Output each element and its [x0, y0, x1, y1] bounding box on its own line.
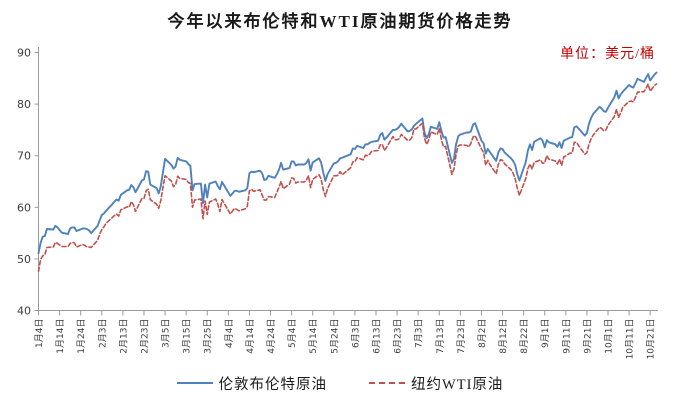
legend-item-wti: 纽约WTI原油	[369, 373, 503, 394]
x-tick-label: 6月13日	[371, 319, 382, 354]
x-tick-label: 8月2日	[477, 319, 488, 348]
legend-item-brent: 伦敦布伦特原油	[176, 373, 328, 394]
wti-dashed-line-sample-icon	[369, 382, 406, 384]
y-tick-label: 50	[17, 253, 31, 266]
x-tick-label: 2月23日	[139, 319, 150, 354]
x-tick-label: 9月21日	[582, 319, 593, 354]
x-tick-label: 3月25日	[203, 319, 214, 354]
x-tick-label: 8月22日	[519, 319, 530, 354]
chart-legend: 伦敦布伦特原油 纽约WTI原油	[0, 372, 680, 394]
x-tick-label: 8月12日	[498, 319, 509, 354]
unit-label: 单位：美元/桶	[560, 47, 655, 62]
legend-label-brent: 伦敦布伦特原油	[218, 376, 328, 393]
x-tick-label: 5月14日	[308, 319, 319, 354]
brent-line	[37, 71, 658, 255]
x-tick-label: 5月24日	[329, 319, 340, 354]
y-tick-label: 90	[17, 47, 31, 60]
x-tick-label: 10月1日	[604, 319, 615, 354]
x-tick-label: 9月1日	[540, 319, 551, 348]
chart-title: 今年以来布伦特和WTI原油期货价格走势	[167, 12, 513, 31]
x-tick-label: 7月3日	[414, 319, 425, 348]
x-tick-label: 1月4日	[34, 319, 45, 348]
x-tick-label: 10月11日	[625, 319, 636, 360]
x-tick-label: 9月11日	[561, 319, 572, 354]
x-tick-label: 2月13日	[118, 319, 129, 354]
brent-solid-line-sample-icon	[176, 382, 213, 384]
x-tick-label: 1月14日	[55, 319, 66, 354]
x-tick-label: 3月15日	[182, 319, 193, 354]
wti-line	[37, 83, 658, 273]
x-tick-label: 5月4日	[287, 319, 298, 348]
x-tick-label: 6月23日	[393, 319, 404, 354]
x-tick-label: 4月14日	[245, 319, 256, 354]
x-tick-label: 3月5日	[161, 319, 172, 348]
x-tick-label: 7月13日	[435, 319, 446, 354]
y-tick-label: 80	[17, 98, 31, 111]
x-tick-label: 10月21日	[646, 319, 657, 360]
legend-label-wti: 纽约WTI原油	[411, 376, 504, 393]
x-tick-label: 4月4日	[224, 319, 235, 348]
x-tick-label: 2月3日	[97, 319, 108, 348]
x-tick-label: 7月23日	[456, 319, 467, 354]
x-tick-label: 6月3日	[350, 319, 361, 348]
x-tick-label: 1月24日	[76, 319, 87, 354]
y-tick-label: 70	[17, 150, 31, 163]
y-tick-label: 40	[17, 305, 31, 318]
x-tick-label: 4月24日	[266, 319, 277, 354]
y-tick-label: 60	[17, 201, 31, 214]
